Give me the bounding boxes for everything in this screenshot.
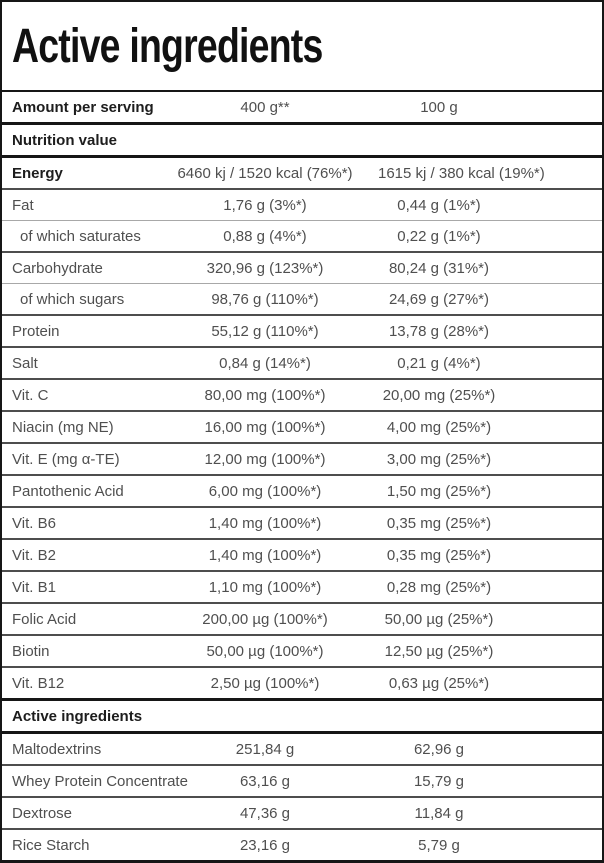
- row-label: Vit. B1: [12, 578, 56, 596]
- table-row: Energy 6460 kj / 1520 kcal (76%*) 1615 kj …: [2, 158, 602, 188]
- row-value-100g: 0,22 g (1%*): [397, 227, 481, 245]
- row-label: Niacin (mg NE): [12, 418, 114, 436]
- row-label: Vit. B2: [12, 546, 56, 564]
- row-label: of which saturates: [20, 227, 141, 245]
- row-label: Biotin: [12, 642, 50, 660]
- row-value-serving: 0,88 g (4%*): [223, 227, 307, 245]
- row-value-100g: 5,79 g: [418, 836, 460, 854]
- row-value-serving: 251,84 g: [235, 740, 295, 758]
- row-value-100g: 11,84 g: [414, 804, 464, 822]
- row-value-serving: 1,40 mg (100%*): [208, 514, 322, 532]
- row-label: Folic Acid: [12, 610, 77, 628]
- row-value-100g: 3,00 mg (25%*): [386, 450, 492, 468]
- serving-column-header: 400 g**: [240, 98, 290, 116]
- row-label: Whey Protein Concentrate: [12, 772, 188, 790]
- table-row: Vit. B2 1,40 mg (100%*) 0,35 mg (25%*): [2, 538, 602, 570]
- row-value-100g: 50,00 µg (25%*): [384, 610, 494, 628]
- row-value-100g: 1615 kj / 380 kcal (19%*): [378, 164, 545, 182]
- row-value-serving: 55,12 g (110%*): [211, 322, 319, 340]
- row-label: Pantothenic Acid: [12, 482, 124, 500]
- table-row: of which saturates 0,88 g (4%*) 0,22 g (1%…: [2, 220, 602, 251]
- row-value-serving: 98,76 g (110%*): [211, 290, 319, 308]
- row-label: Protein: [12, 322, 60, 340]
- row-label: Maltodextrins: [12, 740, 102, 758]
- row-value-serving: 16,00 mg (100%*): [204, 418, 326, 436]
- table-row: Rice Starch 23,16 g 5,79 g: [2, 828, 602, 860]
- table-row: Whey Protein Concentrate 63,16 g 15,79 g: [2, 764, 602, 796]
- section-header-label: Nutrition value: [12, 131, 118, 149]
- table-row: Vit. C 80,00 mg (100%*) 20,00 mg (25%*): [2, 378, 602, 410]
- amount-per-serving-row: Amount per serving 400 g** 100 g: [2, 92, 602, 122]
- table-row: Vit. B6 1,40 mg (100%*) 0,35 mg (25%*): [2, 506, 602, 538]
- row-value-serving: 6460 kj / 1520 kcal (76%*): [177, 164, 353, 182]
- table-row: Niacin (mg NE) 16,00 mg (100%*) 4,00 mg (2…: [2, 410, 602, 442]
- row-value-100g: 62,96 g: [413, 740, 465, 758]
- row-value-100g: 1,50 mg (25%*): [386, 482, 492, 500]
- row-value-serving: 1,40 mg (100%*): [208, 546, 322, 564]
- row-value-serving: 63,16 g: [239, 772, 291, 790]
- section-header-row: Nutrition value: [2, 122, 602, 158]
- row-value-100g: 12,50 µg (25%*): [384, 642, 494, 660]
- table-title-block: Active ingredients: [2, 2, 602, 92]
- table-row: Vit. B1 1,10 mg (100%*) 0,28 mg (25%*): [2, 570, 602, 602]
- table-row: Vit. E (mg α-TE) 12,00 mg (100%*) 3,00 mg …: [2, 442, 602, 474]
- row-value-serving: 80,00 mg (100%*): [204, 386, 326, 404]
- row-value-serving: 200,00 µg (100%*): [202, 610, 328, 628]
- table-row: Salt 0,84 g (14%*) 0,21 g (4%*): [2, 346, 602, 378]
- row-value-serving: 2,50 µg (100%*): [210, 674, 320, 692]
- row-value-100g: 0,21 g (4%*): [397, 354, 481, 372]
- row-label: Rice Starch: [12, 836, 90, 854]
- row-value-serving: 0,84 g (14%*): [219, 354, 311, 372]
- row-value-serving: 50,00 µg (100%*): [206, 642, 324, 660]
- row-value-100g: 0,63 µg (25%*): [388, 674, 490, 692]
- row-value-serving: 6,00 mg (100%*): [208, 482, 322, 500]
- table-row: Protein 55,12 g (110%*) 13,78 g (28%*): [2, 314, 602, 346]
- row-value-serving: 1,76 g (3%*): [223, 196, 307, 214]
- row-value-100g: 20,00 mg (25%*): [382, 386, 496, 404]
- table-row: Folic Acid 200,00 µg (100%*) 50,00 µg (25%…: [2, 602, 602, 634]
- row-value-serving: 320,96 g (123%*): [206, 259, 324, 277]
- row-value-100g: 0,44 g (1%*): [397, 196, 481, 214]
- row-value-100g: 0,28 mg (25%*): [386, 578, 492, 596]
- row-value-serving: 47,36 g: [239, 804, 291, 822]
- row-label: Vit. B12: [12, 674, 65, 692]
- row-value-serving: 12,00 mg (100%*): [204, 450, 326, 468]
- row-label: Vit. C: [12, 386, 49, 404]
- table-row: Vit. B12 2,50 µg (100%*) 0,63 µg (25%*): [2, 666, 602, 698]
- row-label: Fat: [12, 196, 34, 214]
- row-label: Energy: [12, 164, 63, 182]
- row-value-100g: 13,78 g (28%*): [388, 322, 490, 340]
- page-title: Active ingredients: [12, 19, 323, 73]
- row-label: Salt: [12, 354, 38, 372]
- amount-per-serving-label: Amount per serving: [12, 98, 154, 116]
- row-label: Vit. E (mg α-TE): [12, 450, 120, 468]
- row-value-100g: 24,69 g (27%*): [388, 290, 490, 308]
- per-100g-column-header: 100 g: [420, 98, 458, 116]
- row-value-100g: 0,35 mg (25%*): [386, 514, 492, 532]
- row-value-100g: 15,79 g: [413, 772, 465, 790]
- section-header-label: Active ingredients: [12, 707, 143, 725]
- row-value-100g: 4,00 mg (25%*): [386, 418, 492, 436]
- table-row: Fat 1,76 g (3%*) 0,44 g (1%*): [2, 188, 602, 220]
- row-label: Dextrose: [12, 804, 73, 822]
- row-value-serving: 1,10 mg (100%*): [208, 578, 322, 596]
- table-row: Dextrose 47,36 g 11,84 g: [2, 796, 602, 828]
- row-value-100g: 0,35 mg (25%*): [386, 546, 492, 564]
- table-row: Maltodextrins 251,84 g 62,96 g: [2, 734, 602, 764]
- row-value-100g: 80,24 g (31%*): [388, 259, 490, 277]
- table-row: Pantothenic Acid 6,00 mg (100%*) 1,50 mg (…: [2, 474, 602, 506]
- row-label: Carbohydrate: [12, 259, 103, 277]
- row-label: of which sugars: [20, 290, 125, 308]
- section-header-row: Active ingredients: [2, 698, 602, 734]
- row-label: Vit. B6: [12, 514, 56, 532]
- row-value-serving: 23,16 g: [239, 836, 291, 854]
- table-row: of which sugars 98,76 g (110%*) 24,69 g (2…: [2, 283, 602, 314]
- table-row: Biotin 50,00 µg (100%*) 12,50 µg (25%*): [2, 634, 602, 666]
- table-row: Carbohydrate 320,96 g (123%*) 80,24 g (31%…: [2, 251, 602, 283]
